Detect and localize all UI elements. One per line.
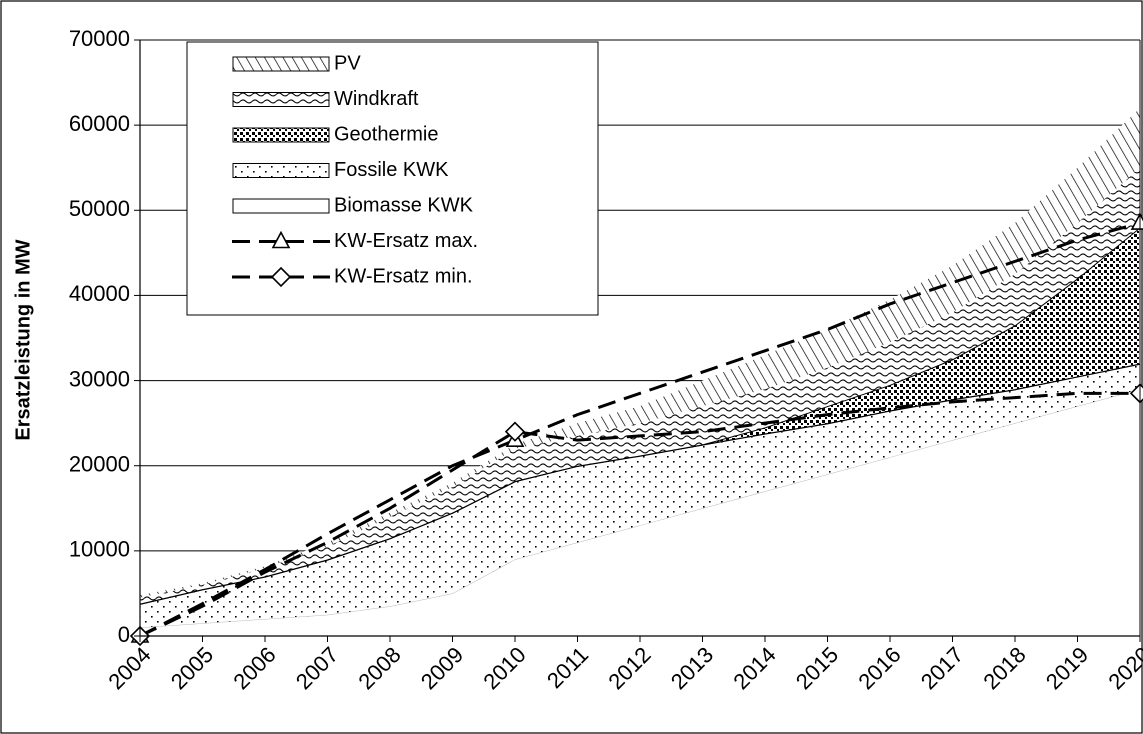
y-tick-label: 10000	[69, 537, 130, 562]
y-tick-label: 50000	[69, 196, 130, 221]
legend-swatch	[232, 92, 330, 107]
y-tick-label: 30000	[69, 366, 130, 391]
area	[140, 363, 1140, 628]
legend-swatch	[232, 198, 330, 214]
area	[140, 389, 1140, 636]
legend-label: KW-Ersatz max.	[334, 230, 478, 252]
marker	[271, 230, 291, 249]
y-axis-label: Ersatzleistung in MW	[12, 239, 34, 440]
areas	[139, 108, 1141, 636]
y-tick-label: 60000	[69, 111, 130, 136]
legend-label: Geothermie	[334, 123, 439, 145]
legend-swatch	[232, 56, 330, 72]
y-tick-label: 40000	[69, 281, 130, 306]
legend: PV Windkraft Geothermie Fossile KWK Biomasse…	[186, 41, 599, 316]
legend-label: PV	[334, 52, 361, 74]
line-series	[139, 391, 1140, 638]
legend-swatch	[232, 163, 330, 178]
y-tick-label: 0	[118, 622, 130, 647]
legend-label: KW-Ersatz min.	[334, 265, 473, 287]
y-tick-label: 20000	[69, 452, 130, 477]
legend-swatch	[232, 127, 330, 143]
legend-label: Biomasse KWK	[334, 194, 474, 216]
line-series	[139, 221, 1141, 638]
marker	[504, 421, 526, 442]
marker	[270, 266, 292, 288]
legend-label: Windkraft	[334, 88, 419, 110]
y-tick-label: 70000	[69, 26, 130, 51]
legend-box	[186, 41, 599, 316]
legend-label: Fossile KWK	[334, 159, 449, 181]
